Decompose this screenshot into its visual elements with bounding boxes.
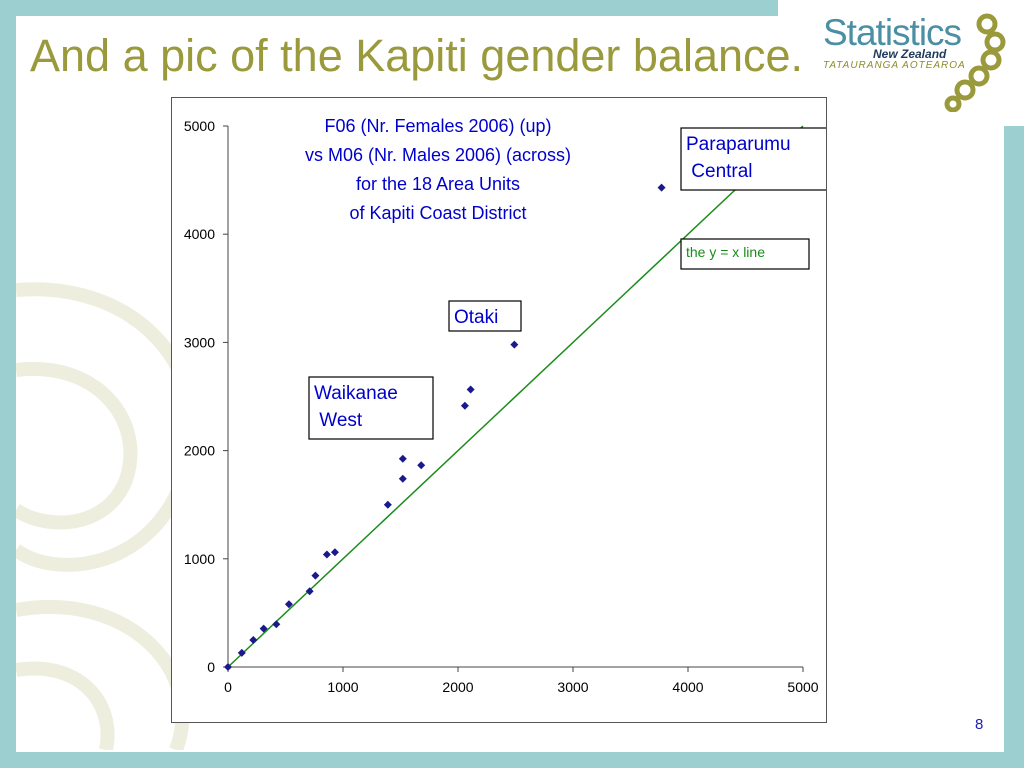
data-point [398,454,407,463]
data-point [237,648,246,657]
data-point [510,340,519,349]
annotation-paraparumu-central-box [680,127,826,191]
y-tick-label: 0 [207,659,215,675]
annotation-otaki-text: Otaki [454,307,498,328]
data-point [460,401,469,410]
data-point [284,600,293,609]
annotation-waikanae-west-box [308,376,434,440]
annotation-paraparumu-central-text: Central [686,161,753,182]
slide-title: And a pic of the Kapiti gender balance. [30,30,804,81]
data-point [466,385,475,394]
data-point [383,500,392,509]
data-point [322,550,331,559]
x-tick-label: 5000 [787,679,818,695]
logo-main-text: Statistics [823,12,962,53]
data-point [330,548,339,557]
y-equals-x-line [227,125,804,668]
chart-title-line: of Kapiti Coast District [349,203,526,223]
data-point [311,571,320,580]
data-point [305,587,314,596]
x-tick-label: 2000 [442,679,473,695]
y-tick-label: 3000 [184,334,215,350]
data-point [259,624,268,633]
scatter-chart: 0 1000 2000 3000 4000 5000 0 1000 2000 3000 4000 50… [171,97,827,723]
data-point [224,663,232,671]
stats-nz-logo: Statistics New Zealand TATAURANGA AOTEAR… [815,12,1015,112]
data-point [398,474,407,483]
x-tick-label: 4000 [672,679,703,695]
annotation-y-equals-x-box [680,238,810,270]
chart-title-line: F06 (Nr. Females 2006) (up) [324,116,551,136]
logo-sub-text: New Zealand [873,47,947,61]
chart-title-line: vs M06 (Nr. Males 2006) (across) [305,145,571,165]
chart-svg: 0 1000 2000 3000 4000 5000 0 1000 2000 3000 4000 50… [184,116,826,695]
y-tick-label: 2000 [184,443,215,459]
slide-frame-left [0,0,16,768]
page-number: 8 [975,716,984,733]
annotation-otaki-box [448,300,522,332]
slide-frame-top [0,0,1024,16]
slide-frame-bottom [0,752,1024,768]
data-point [417,461,426,470]
y-tick-label: 1000 [184,551,215,567]
x-tick-label: 0 [224,679,232,695]
logo-chain-icon [944,13,1006,112]
annotation-waikanae-west-text: West [314,410,363,431]
annotation-y-equals-x-text: the y = x line [686,244,765,260]
data-point [249,635,258,644]
slide-frame-right [1004,126,1024,768]
chart-title-line: for the 18 Area Units [356,174,520,194]
annotation-paraparumu-central-text: Paraparumu [686,134,791,155]
x-tick-label: 3000 [557,679,588,695]
data-point [272,620,281,629]
annotation-waikanae-west-text: Waikanae [314,383,398,404]
data-point [657,183,666,192]
x-tick-label: 1000 [327,679,358,695]
logo-tag-text: TATAURANGA AOTEAROA [823,60,966,71]
y-tick-label: 4000 [184,226,215,242]
y-tick-label: 5000 [184,118,215,134]
